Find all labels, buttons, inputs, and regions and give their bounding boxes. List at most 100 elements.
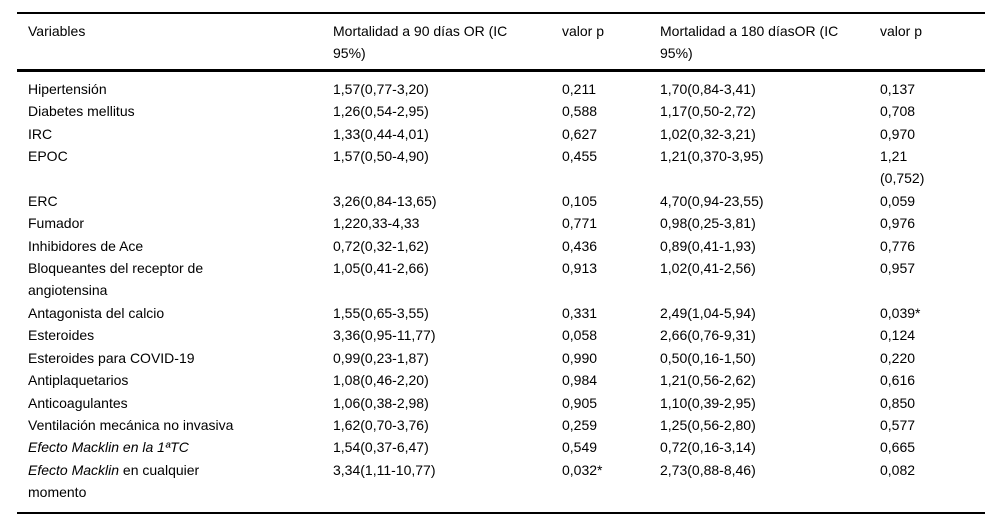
or180-value: 1,21(0,56-2,62) xyxy=(660,372,756,389)
or90-value: 1,62(0,70-3,76) xyxy=(333,416,429,433)
or180-value: 2,49(1,04-5,94) xyxy=(660,304,756,321)
variable-label: Ventilación mecánica no invasiva xyxy=(28,416,234,433)
or90-value: 1,55(0,65-3,55) xyxy=(333,304,429,321)
or180-value: 1,17(0,50-2,72) xyxy=(660,103,756,120)
or90-value: 1,26(0,54-2,95) xyxy=(333,103,429,120)
variable-label: Antiplaquetarios xyxy=(28,372,129,389)
p90-value: 0,549 xyxy=(562,439,598,456)
p180-value: 0,850 xyxy=(880,394,916,411)
p180-value: 0,776 xyxy=(880,237,916,254)
column-header-variables: Variables xyxy=(28,23,86,39)
table-row: Fumador 1,220,33-4,33 0,771 0,98(0,25-3,… xyxy=(17,212,985,234)
variable-label: Esteroides xyxy=(28,327,95,344)
results-table: Variables Mortalidad a 90 días OR (IC 95… xyxy=(17,12,985,514)
p90-value: 0,455 xyxy=(562,148,598,165)
table-row: ERC 3,26(0,84-13,65) 0,105 4,70(0,94-23,… xyxy=(17,190,985,212)
or90-value: 3,36(0,95-11,77) xyxy=(333,327,436,344)
table-row: IRC 1,33(0,44-4,01) 0,627 1,02(0,32-3,21… xyxy=(17,123,985,145)
table-row: Inhibidores de Ace 0,72(0,32-1,62) 0,436… xyxy=(17,235,985,257)
or90-value: 1,54(0,37-6,47) xyxy=(333,439,429,456)
or90-value: 0,99(0,23-1,87) xyxy=(333,349,429,366)
variable-label: Anticoagulantes xyxy=(28,394,128,411)
or180-value: 4,70(0,94-23,55) xyxy=(660,192,764,209)
or180-value: 1,10(0,39-2,95) xyxy=(660,394,756,411)
column-header-p90: valor p xyxy=(562,23,605,39)
table-row: Antiplaquetarios 1,08(0,46-2,20) 0,984 1… xyxy=(17,369,985,391)
or180-value: 1,02(0,32-3,21) xyxy=(660,125,756,142)
table-row: Antagonista del calcio 1,55(0,65-3,55) 0… xyxy=(17,302,985,324)
p180-value: 0,970 xyxy=(880,125,916,142)
or180-value: 1,21(0,370-3,95) xyxy=(660,148,764,165)
or90-value: 1,57(0,77-3,20) xyxy=(333,80,429,97)
column-header-or90: Mortalidad a 90 días OR (IC 95%) xyxy=(333,23,508,62)
or180-value: 0,72(0,16-3,14) xyxy=(660,439,756,456)
p180-value: 0,039* xyxy=(880,304,921,321)
variable-label: EPOC xyxy=(28,148,68,165)
variable-label: Inhibidores de Ace xyxy=(28,237,144,254)
or180-value: 2,73(0,88-8,46) xyxy=(660,461,756,478)
or90-value: 1,05(0,41-2,66) xyxy=(333,260,429,277)
p90-value: 0,058 xyxy=(562,327,598,344)
p180-value: 0,220 xyxy=(880,349,916,366)
or90-value: 1,08(0,46-2,20) xyxy=(333,372,429,389)
table-row: Efecto Macklin en la 1ªTC 1,54(0,37-6,47… xyxy=(17,436,985,458)
p90-value: 0,771 xyxy=(562,215,598,232)
p180-value: 0,124 xyxy=(880,327,916,344)
table-row: Hipertensión 1,57(0,77-3,20) 0,211 1,70(… xyxy=(17,70,985,100)
table-row: Bloqueantes del receptor de angiotensina… xyxy=(17,257,985,302)
or90-value: 1,33(0,44-4,01) xyxy=(333,125,429,142)
p90-value: 0,984 xyxy=(562,372,598,389)
variable-label: Fumador xyxy=(28,215,85,232)
table-row: Ventilación mecánica no invasiva 1,62(0,… xyxy=(17,414,985,436)
variable-label: IRC xyxy=(28,125,53,142)
variable-label: Diabetes mellitus xyxy=(28,103,135,120)
or90-value: 0,72(0,32-1,62) xyxy=(333,237,429,254)
table-row: Esteroides para COVID-19 0,99(0,23-1,87)… xyxy=(17,347,985,369)
p90-value: 0,211 xyxy=(562,80,596,97)
table-header-row: Variables Mortalidad a 90 días OR (IC 95… xyxy=(17,13,985,71)
column-header-or180: Mortalidad a 180 díasOR (IC 95%) xyxy=(660,23,839,62)
or90-value: 3,34(1,11-10,77) xyxy=(333,461,436,478)
or90-value: 1,06(0,38-2,98) xyxy=(333,394,429,411)
variable-label: Esteroides para COVID-19 xyxy=(28,349,195,366)
table-row: Esteroides 3,36(0,95-11,77) 0,058 2,66(0… xyxy=(17,324,985,346)
variable-label: Antagonista del calcio xyxy=(28,304,165,321)
or180-value: 0,50(0,16-1,50) xyxy=(660,349,756,366)
or180-value: 2,66(0,76-9,31) xyxy=(660,327,756,344)
p180-value: 0,577 xyxy=(880,416,916,433)
variable-label: Efecto Macklin en la 1ªTC xyxy=(28,439,189,456)
p90-value: 0,905 xyxy=(562,394,598,411)
p180-value: 0,082 xyxy=(880,461,916,478)
or180-value: 0,98(0,25-3,81) xyxy=(660,215,756,232)
variable-label: Efecto Macklin en cualquier momento xyxy=(28,461,200,501)
p90-value: 0,105 xyxy=(562,192,598,209)
p180-value: 0,059 xyxy=(880,192,916,209)
p90-value: 0,032* xyxy=(562,461,603,478)
p90-value: 0,990 xyxy=(562,349,598,366)
or180-value: 1,02(0,41-2,56) xyxy=(660,260,756,277)
p180-value: 0,665 xyxy=(880,439,916,456)
variable-label: ERC xyxy=(28,192,58,209)
column-header-p180: valor p xyxy=(880,23,923,39)
p180-value: 0,976 xyxy=(880,215,916,232)
or180-value: 0,89(0,41-1,93) xyxy=(660,237,756,254)
p180-value: 0,137 xyxy=(880,80,916,97)
p90-value: 0,913 xyxy=(562,260,598,277)
or90-value: 3,26(0,84-13,65) xyxy=(333,192,437,209)
table-row: Anticoagulantes 1,06(0,38-2,98) 0,905 1,… xyxy=(17,392,985,414)
p180-value: 0,708 xyxy=(880,103,916,120)
p90-value: 0,588 xyxy=(562,103,598,120)
variable-label: Hipertensión xyxy=(28,80,107,97)
table-row: Diabetes mellitus 1,26(0,54-2,95) 0,588 … xyxy=(17,100,985,122)
table-row: EPOC 1,57(0,50-4,90) 0,455 1,21(0,370-3,… xyxy=(17,145,985,190)
variable-label: Bloqueantes del receptor de angiotensina xyxy=(28,260,204,299)
or90-value: 1,57(0,50-4,90) xyxy=(333,148,429,165)
p180-value: 0,616 xyxy=(880,372,916,389)
p90-value: 0,259 xyxy=(562,416,598,433)
p90-value: 0,627 xyxy=(562,125,598,142)
p180-value: 1,21 (0,752) xyxy=(880,148,925,187)
table-row: Efecto Macklin en cualquier momento 3,34… xyxy=(17,459,985,513)
or180-value: 1,70(0,84-3,41) xyxy=(660,80,756,97)
p90-value: 0,436 xyxy=(562,237,598,254)
p90-value: 0,331 xyxy=(562,304,598,321)
